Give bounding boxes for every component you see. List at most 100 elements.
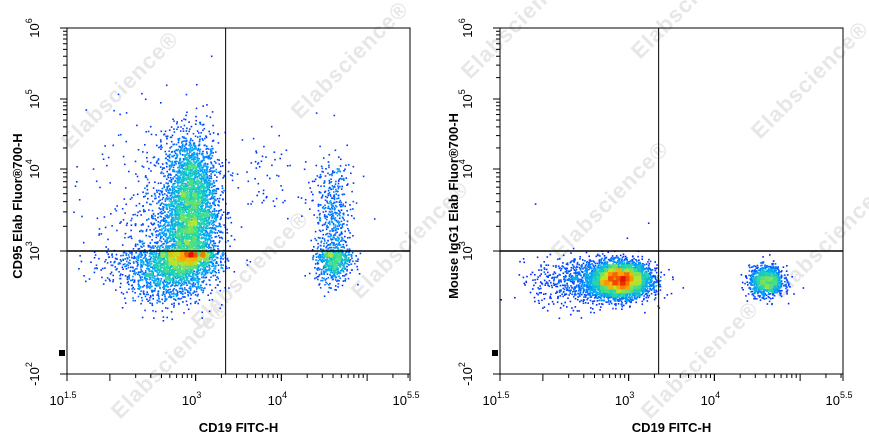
data-point [152,298,154,300]
data-point [337,182,340,185]
data-point [109,182,111,184]
data-point [219,231,221,233]
data-point [197,216,199,218]
data-point [126,282,129,284]
data-point [202,150,204,153]
data-point [203,237,206,239]
data-point [209,242,212,244]
data-point [130,224,133,226]
data-point [141,270,144,273]
data-point [173,227,176,229]
data-point [338,272,341,275]
data-point [332,222,335,225]
data-point [201,203,204,205]
data-point [213,223,215,226]
watermark-text: Elabscience® [746,16,869,144]
data-point [154,241,156,244]
data-point [212,152,214,154]
data-point [202,194,204,197]
data-point [203,181,206,184]
data-point [184,154,186,157]
data-point [121,244,124,246]
data-point [127,236,130,239]
data-point [304,202,307,204]
data-point [207,222,209,225]
data-point [155,236,158,239]
data-point [333,197,336,199]
data-point [343,247,346,249]
data-point [223,175,225,178]
data-point [247,203,249,205]
data-point [208,279,210,281]
data-point [204,171,207,173]
data-point [328,232,331,235]
data-point [198,173,200,175]
data-point [185,157,188,159]
data-point [309,208,311,210]
data-point [201,317,204,319]
data-point [321,273,323,275]
data-point [206,242,208,244]
data-point [183,296,185,298]
data-point [314,277,316,280]
data-point [133,255,136,258]
data-point [341,216,344,219]
data-point [266,174,269,177]
data-point [173,128,175,130]
data-point [179,181,181,184]
data-point [158,189,160,192]
data-point [175,186,178,189]
data-point [340,158,342,161]
data-point [213,160,216,163]
data-point [186,284,188,286]
data-point [167,241,169,244]
data-point [343,275,346,277]
data-point [156,242,159,245]
data-point [148,167,150,170]
data-point [177,139,180,142]
data-point [162,272,164,274]
data-point [192,284,195,287]
data-point [214,286,217,289]
data-point [338,217,341,220]
data-point [211,258,213,261]
data-point [282,201,284,204]
data-point [133,269,136,271]
data-point [200,245,202,248]
data-point [161,163,164,165]
data-point [343,179,345,181]
data-point [164,240,166,243]
data-point [172,170,174,173]
data-point [345,244,348,247]
data-point [124,163,126,166]
data-point [338,275,340,278]
data-point [85,280,87,283]
data-point [215,262,217,264]
data-point [149,203,151,206]
data-point [229,216,232,219]
data-point [126,222,128,225]
data-point [315,112,318,114]
data-point [181,140,183,143]
data-point [346,210,348,212]
data-point [221,162,223,164]
data-point [166,135,169,137]
data-point [174,285,176,287]
data-point [172,220,174,223]
data-point [200,174,203,176]
data-point [209,271,211,274]
data-point [166,198,169,201]
data-point [172,225,174,228]
data-point [284,199,286,202]
data-point [209,153,212,156]
data-point [205,245,208,247]
data-point [313,180,316,183]
data-point [181,143,184,146]
data-point [189,150,191,153]
data-point [184,157,186,160]
data-point [160,144,162,147]
data-point [187,156,190,158]
data-point [165,248,167,250]
data-point [162,292,164,294]
data-point [338,263,340,265]
